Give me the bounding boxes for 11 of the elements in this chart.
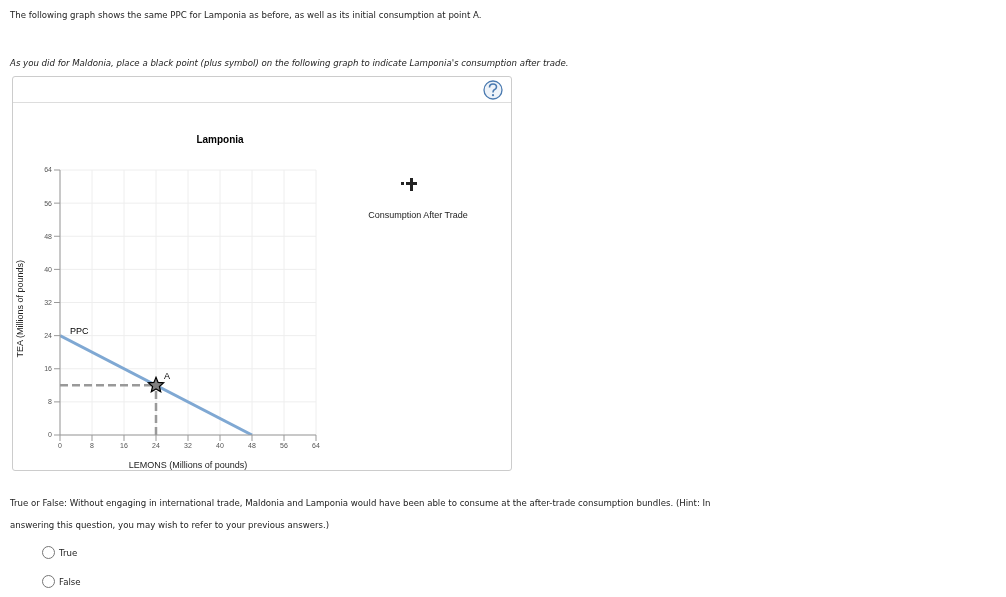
chart-title: Lamponia (195, 134, 245, 145)
x-axis-title: LEMONS (Millions of pounds) (128, 460, 248, 470)
series-label: PPC (70, 325, 90, 336)
text: Consumption After Trade (367, 210, 469, 220)
text: As you did for Maldonia, place a black point (plus symbol) on the following graph to indicate Lamponia's consumption after trade. (10, 58, 569, 68)
text: True (58, 546, 78, 559)
text: False (58, 575, 81, 588)
text: The following graph shows the same PPC for Lamponia as before, as well as its initial consumption at point A. (10, 10, 482, 20)
annotation: A (164, 371, 171, 382)
y-axis-title: TEA (Millions of pounds) (15, 259, 26, 358)
text: True or False: Without engaging in international trade, Maldonia and Lamponia would have been able to consume at the after-trade consumption bundles. (Hint: In answering this question, you may wish to refer to your previous answers.) (10, 498, 711, 530)
